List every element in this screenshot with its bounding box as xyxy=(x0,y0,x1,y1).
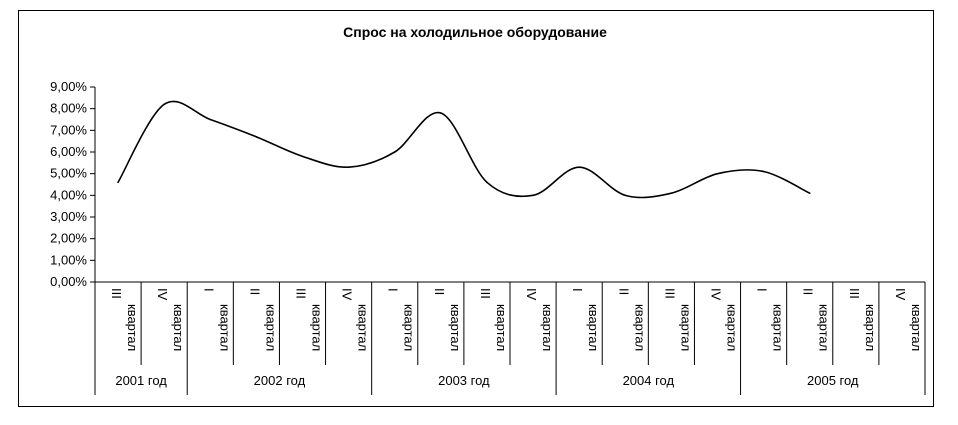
x-category-word: квартал xyxy=(817,304,832,351)
data-point xyxy=(486,181,488,184)
x-category-label: II квартал xyxy=(247,288,278,351)
x-category-numeral: I xyxy=(386,288,401,292)
x-category-numeral: IV xyxy=(709,288,724,301)
x-category-word: квартал xyxy=(678,304,693,351)
x-category-word: квартал xyxy=(171,304,186,351)
x-category-word: квартал xyxy=(586,304,601,351)
y-tick-label: 3,00% xyxy=(50,209,87,224)
x-group-label: 2001 год xyxy=(115,373,167,388)
x-category-numeral: II xyxy=(247,288,262,295)
chart-frame xyxy=(18,10,934,407)
data-point xyxy=(347,166,350,168)
data-point xyxy=(808,192,811,194)
x-category-word: квартал xyxy=(310,304,325,351)
x-category-word: квартал xyxy=(540,304,555,351)
x-category-word: квартал xyxy=(448,304,463,351)
x-category-label: II квартал xyxy=(432,288,463,351)
x-category-label: II квартал xyxy=(801,288,832,351)
x-category-word: квартал xyxy=(725,304,740,351)
x-category-numeral: I xyxy=(755,288,770,292)
y-tick-label: 6,00% xyxy=(50,144,87,159)
x-category-numeral: IV xyxy=(893,288,908,301)
x-category-word: квартал xyxy=(632,304,647,351)
data-point xyxy=(209,118,212,121)
data-point xyxy=(117,181,119,184)
x-category-word: квартал xyxy=(263,304,278,351)
x-category-word: квартал xyxy=(356,304,371,351)
data-point xyxy=(393,151,396,153)
x-category-numeral: IV xyxy=(340,288,355,301)
x-category-numeral: III xyxy=(109,288,124,299)
x-axis: IIIкварталIVкварталIкварталIIкварталIIIк… xyxy=(94,281,926,395)
x-category-word: квартал xyxy=(494,304,509,351)
x-category-label: II квартал xyxy=(616,288,647,351)
data-point xyxy=(624,194,627,197)
y-tick-label: 1,00% xyxy=(50,252,87,267)
y-tick-label: 5,00% xyxy=(50,166,87,181)
data-point xyxy=(440,112,442,114)
y-axis: 0,00% 1,00% 2,00% 3,00% 4,00% 5,00% 6,00% 7,00%… xyxy=(50,79,96,289)
y-tick-label: 2,00% xyxy=(50,231,87,246)
x-category-numeral: II xyxy=(432,288,447,295)
x-category-numeral: IV xyxy=(524,288,539,301)
x-category-numeral: I xyxy=(570,288,585,292)
data-point xyxy=(163,103,165,106)
x-group-label: 2004 год xyxy=(623,373,675,388)
x-category-numeral: III xyxy=(294,288,309,299)
x-category-numeral: III xyxy=(847,288,862,299)
y-tick-label: 9,00% xyxy=(50,79,87,94)
x-category-word: квартал xyxy=(217,304,232,351)
x-category-numeral: II xyxy=(616,288,631,295)
data-point xyxy=(578,166,580,168)
x-category-word: квартал xyxy=(771,304,786,351)
y-tick-label: 0,00% xyxy=(50,274,87,289)
y-tick-label: 7,00% xyxy=(50,122,87,137)
x-group-label: 2002 год xyxy=(254,373,306,388)
x-category-numeral: II xyxy=(801,288,816,295)
x-category-numeral: III xyxy=(662,288,677,299)
x-category-word: квартал xyxy=(402,304,417,351)
x-category-word: квартал xyxy=(909,304,924,351)
data-point xyxy=(255,136,258,138)
series-line xyxy=(117,100,811,199)
x-group-label: 2003 год xyxy=(438,373,490,388)
x-category-numeral: IV xyxy=(155,288,170,301)
y-tick-label: 8,00% xyxy=(50,101,87,116)
data-point xyxy=(301,155,304,158)
x-category-numeral: I xyxy=(201,288,216,292)
plot-area xyxy=(117,100,811,199)
data-point xyxy=(532,194,534,197)
x-group-label: 2005 год xyxy=(807,373,859,388)
y-tick-label: 4,00% xyxy=(50,187,87,202)
x-category-word: квартал xyxy=(125,304,140,351)
chart-title: Спрос на холодильное оборудование xyxy=(343,24,607,40)
data-point xyxy=(670,192,673,194)
x-category-numeral: III xyxy=(478,288,493,299)
data-point xyxy=(762,170,765,173)
data-point xyxy=(716,172,719,175)
x-category-word: квартал xyxy=(863,304,878,351)
